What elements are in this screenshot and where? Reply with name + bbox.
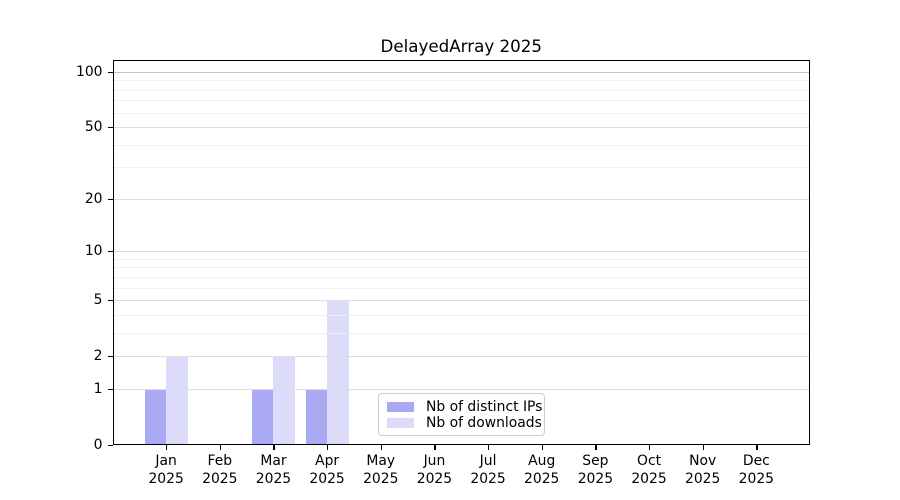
y-tick-50: [107, 127, 113, 129]
legend-swatch-downloads: [387, 418, 414, 428]
gridline-y-80: [112, 89, 810, 91]
y-tick-1: [107, 388, 113, 391]
x-axis-tick-label: May 2025: [363, 453, 399, 487]
gridline-y-3: [112, 332, 810, 334]
x-axis-tick-label: Sep 2025: [577, 453, 614, 487]
gridline-y-70: [112, 100, 810, 102]
gridline-y-2: [112, 356, 810, 358]
chart-title: DelayedArray 2025: [380, 36, 542, 56]
y-axis-tick-label: 5: [93, 292, 103, 309]
y-tick-20: [107, 198, 113, 201]
legend: Nb of distinct IPs Nb of downloads: [378, 393, 545, 436]
y-tick-10: [107, 251, 113, 253]
x-tick-dec: [756, 445, 758, 450]
x-axis-tick-label: Mar 2025: [255, 453, 292, 487]
gridline-y-90: [112, 80, 810, 82]
plot-area: [112, 60, 810, 445]
gridline-y-4: [112, 314, 810, 316]
bar-mar-downloads: [273, 356, 295, 445]
x-tick-feb: [219, 445, 221, 450]
x-tick-jun: [434, 445, 436, 450]
y-tick-5: [107, 300, 113, 302]
bar-jan-distinct-ips: [144, 388, 167, 445]
y-tick-2: [107, 356, 113, 358]
gridline-y-1: [112, 388, 810, 390]
gridline-y-30: [112, 167, 810, 169]
legend-label-downloads: Nb of downloads: [426, 415, 542, 431]
x-axis-tick-label: Feb 2025: [202, 453, 238, 487]
x-tick-may: [380, 445, 382, 450]
gridline-y-9: [112, 258, 810, 260]
y-tick-100: [107, 71, 113, 74]
y-axis-tick-label: 2: [93, 348, 103, 365]
x-axis-tick-label: Dec 2025: [738, 453, 775, 487]
y-axis-tick-label: 100: [75, 63, 103, 80]
legend-item-downloads: Nb of downloads: [387, 415, 542, 431]
x-tick-nov: [702, 445, 704, 450]
bar-mar-distinct-ips: [251, 388, 274, 445]
gridline-y-10: [112, 251, 810, 253]
y-axis-tick-label: 1: [93, 380, 103, 397]
x-axis-tick-label: Nov 2025: [685, 453, 721, 487]
y-axis-tick-label: 20: [84, 190, 103, 207]
gridline-y-6: [112, 287, 810, 289]
gridline-y-100: [112, 71, 810, 73]
y-axis-tick-label: 50: [84, 119, 103, 136]
gridline-y-8: [112, 267, 810, 269]
x-tick-aug: [541, 445, 543, 450]
x-axis-tick-label: Apr 2025: [309, 453, 345, 487]
y-axis-tick-label: 10: [84, 243, 103, 260]
x-tick-mar: [273, 445, 275, 450]
x-axis-tick-label: Jun 2025: [416, 453, 453, 487]
y-tick-0: [107, 445, 113, 447]
x-tick-sep: [595, 445, 597, 450]
gridline-y-5: [112, 300, 810, 302]
bar-jan-downloads: [166, 356, 188, 445]
x-axis-tick-label: Jan 2025: [148, 453, 184, 487]
x-tick-jan: [166, 445, 168, 450]
gridline-y-7: [112, 276, 810, 278]
x-axis-tick-label: Jul 2025: [470, 453, 506, 487]
legend-label-distinct-ips: Nb of distinct IPs: [426, 399, 543, 415]
gridline-y-20: [112, 198, 810, 200]
x-axis-tick-label: Oct 2025: [631, 453, 667, 487]
gridline-y-50: [112, 127, 810, 129]
x-axis-tick-label: Aug 2025: [524, 453, 560, 487]
legend-swatch-distinct-ips: [387, 402, 414, 412]
gridline-y-40: [112, 144, 810, 146]
y-axis-tick-label: 0: [93, 437, 103, 453]
bar-apr-downloads: [327, 300, 349, 445]
x-tick-oct: [649, 445, 651, 450]
x-tick-apr: [327, 445, 329, 450]
legend-item-distinct-ips: Nb of distinct IPs: [387, 399, 542, 415]
gridline-y-60: [112, 112, 810, 114]
x-tick-jul: [488, 445, 490, 450]
bar-apr-distinct-ips: [305, 388, 328, 445]
